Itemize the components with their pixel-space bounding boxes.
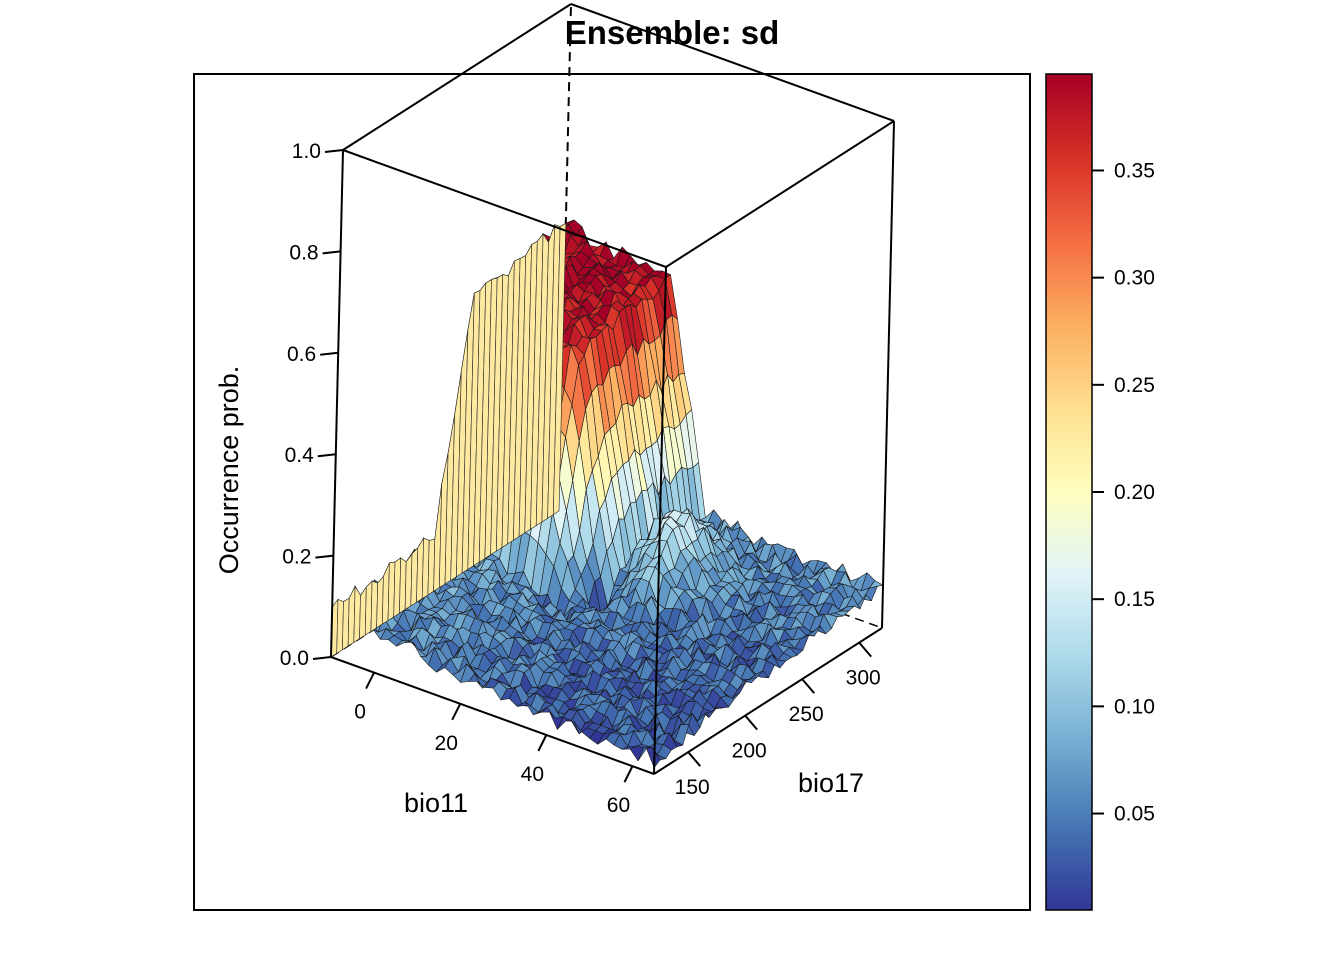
x-tick-label: 40 (521, 763, 544, 786)
plot-frame (193, 73, 1031, 911)
y-tick-label: 200 (732, 740, 767, 763)
y-tick (858, 641, 872, 658)
z-tick (320, 351, 339, 356)
z-tick-label: 0.8 (289, 241, 318, 264)
box-edge (570, 3, 895, 122)
x-tick (623, 765, 634, 783)
x-tick-label: 20 (435, 732, 458, 755)
y-tick-label: 250 (789, 703, 824, 726)
colorbar-tick-label: 0.25 (1114, 374, 1155, 397)
y-tick (744, 714, 758, 731)
colorbar-ticks: 0.05 0.10 0.15 0.20 0.25 0.30 0.35 (1092, 159, 1155, 826)
x-axis-label: bio11 (404, 788, 468, 818)
colorbar-tick-label: 0.20 (1114, 481, 1155, 504)
z-tick (322, 250, 341, 255)
colorbar-tick-label: 0.30 (1114, 267, 1155, 290)
box-edge (330, 149, 344, 658)
z-tick (324, 149, 344, 153)
colorbar-tick-label: 0.15 (1114, 588, 1155, 611)
box-edge (665, 120, 895, 268)
z-tick-label: 0.6 (287, 343, 316, 366)
box-edge (653, 266, 667, 775)
x-tick-label: 60 (607, 794, 630, 817)
x-tick (365, 672, 375, 690)
axes: 0.0 0.2 0.4 0.6 0.8 1.0 0 20 40 60 150 200 250 300 (280, 140, 881, 817)
box-edge (330, 656, 655, 775)
surface-skirt (552, 222, 567, 516)
box-hidden-edge (558, 3, 572, 512)
z-tick (312, 656, 332, 660)
y-tick-label: 150 (675, 776, 710, 799)
x-tick-label: 0 (354, 701, 366, 724)
surface-facet (646, 746, 661, 769)
z-tick (317, 453, 336, 458)
z-tick-label: 0.2 (282, 546, 311, 569)
box-edge (342, 149, 667, 268)
z-tick-label: 1.0 (292, 140, 321, 163)
box-edge (881, 120, 895, 629)
colorbar-tick-label: 0.10 (1114, 695, 1155, 718)
box-edge (653, 627, 883, 775)
y-tick (687, 751, 701, 767)
z-tick-label: 0.0 (280, 647, 309, 670)
z-tick (315, 554, 334, 559)
y-axis-label: bio17 (798, 768, 864, 798)
z-tick-label: 0.4 (285, 444, 315, 467)
x-tick (451, 703, 462, 721)
z-axis-label: Occurrence prob. (214, 366, 244, 575)
y-tick-label: 300 (846, 667, 881, 690)
x-tick (537, 734, 548, 752)
box-front-edges (330, 120, 895, 775)
chart-title: Ensemble: sd (565, 14, 780, 51)
box-edge (342, 3, 572, 151)
colorbar-tick-label: 0.05 (1114, 803, 1155, 826)
colorbar-tick-label: 0.35 (1114, 159, 1155, 182)
surface-mesh (330, 219, 884, 769)
y-tick (801, 678, 815, 694)
colorbar (1045, 73, 1093, 911)
